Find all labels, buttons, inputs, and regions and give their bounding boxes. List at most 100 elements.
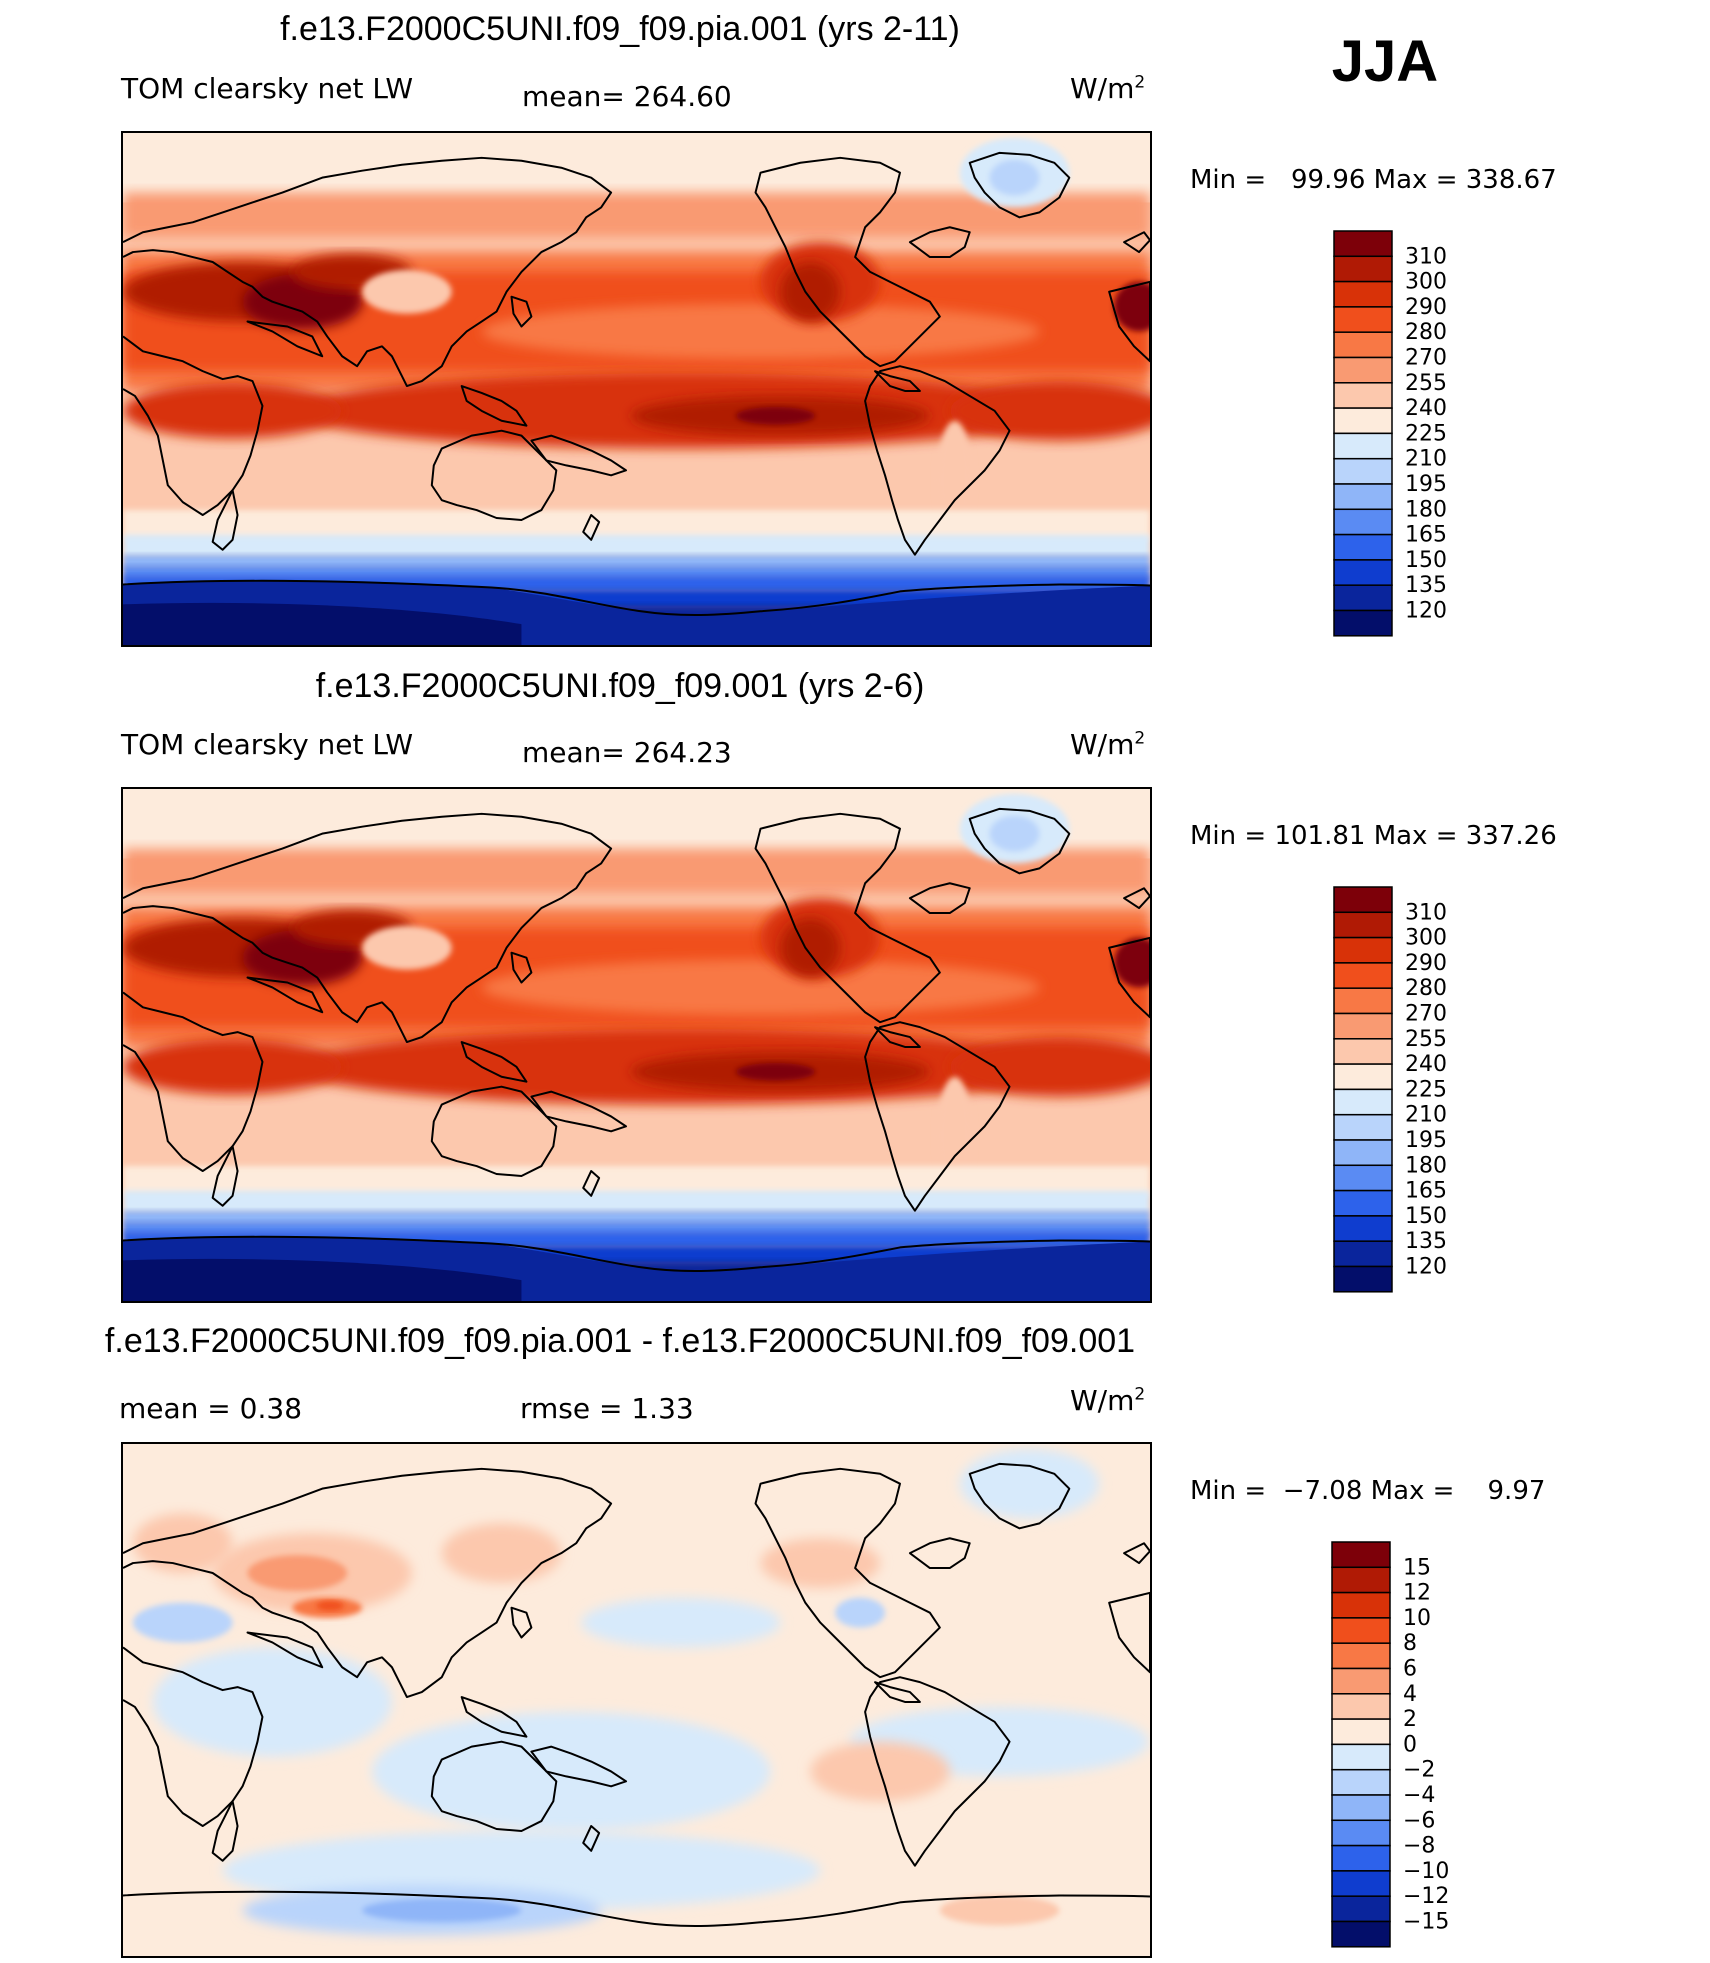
colorbar-swatch: [1333, 1113, 1393, 1141]
colorbar-tick-label: 150: [1405, 1204, 1447, 1229]
colorbar-tick-label: 6: [1403, 1657, 1417, 1682]
colorbar-swatch: [1333, 1215, 1393, 1242]
colorbar-swatch: [1333, 457, 1393, 485]
colorbar-tick-label: 255: [1405, 371, 1447, 396]
colorbar-swatch: [1331, 1895, 1391, 1923]
colorbar-swatch: [1333, 230, 1393, 258]
colorbar-swatch: [1333, 1012, 1393, 1040]
colorbar-tick-label: 210: [1405, 1103, 1447, 1128]
colorbar-swatch: [1333, 987, 1393, 1015]
colorbar-tick-label: 120: [1405, 599, 1447, 624]
panel-3-units: W/m2: [1070, 1384, 1146, 1417]
panel-3-min-max: Min = −7.08 Max = 9.97: [1190, 1476, 1546, 1506]
colorbar-swatch: [1331, 1718, 1391, 1746]
colorbar-tick-label: −12: [1403, 1884, 1449, 1909]
colorbar-swatch: [1331, 1743, 1391, 1771]
colorbar-swatch: [1333, 1189, 1393, 1217]
colorbar-tick-label: 300: [1405, 270, 1447, 295]
colorbar-tick-label: 270: [1405, 346, 1447, 371]
colorbar-tick-label: −15: [1403, 1910, 1449, 1935]
colorbar-tick-label: 280: [1405, 976, 1447, 1001]
panel-1-map: [121, 131, 1152, 647]
colorbar-swatch: [1331, 1667, 1391, 1695]
panel-2-colorbar: 310 300 290 280 270 255 240 225 210 195 180 165 150 1…: [1333, 886, 1493, 1295]
colorbar-swatch: [1331, 1844, 1391, 1872]
panel-2-map: [121, 787, 1152, 1303]
colorbar-tick-label: 0: [1403, 1732, 1417, 1757]
colorbar-tick-label: 4: [1403, 1682, 1417, 1707]
colorbar-swatch: [1333, 1139, 1393, 1167]
colorbar-tick-label: 225: [1405, 421, 1447, 446]
panel-3-title: f.e13.F2000C5UNI.f09_f09.pia.001 - f.e13…: [104, 1322, 1136, 1360]
colorbar-tick-label: 12: [1403, 1581, 1431, 1606]
colorbar-swatch: [1333, 1088, 1393, 1116]
colorbar-swatch: [1331, 1617, 1391, 1644]
colorbar-tick-label: 255: [1405, 1027, 1447, 1052]
panel-2-variable-label: TOM clearsky net LW: [121, 728, 414, 761]
colorbar-swatch: [1333, 331, 1393, 359]
colorbar-tick-label: 225: [1405, 1077, 1447, 1102]
colorbar-tick-label: 165: [1405, 1179, 1447, 1204]
panel-1-mean-label: mean= 264.60: [522, 80, 732, 113]
colorbar-tick-label: −6: [1403, 1808, 1435, 1833]
colorbar-tick-label: 15: [1403, 1555, 1431, 1580]
colorbar-tick-label: 270: [1405, 1002, 1447, 1027]
colorbar-swatch: [1333, 280, 1393, 308]
colorbar-swatch: [1331, 1566, 1391, 1594]
colorbar-swatch: [1333, 432, 1393, 460]
panel-1-min-max: Min = 99.96 Max = 338.67: [1190, 165, 1557, 195]
colorbar-tick-label: 290: [1405, 951, 1447, 976]
colorbar-tick-label: −2: [1403, 1758, 1435, 1783]
colorbar-tick-label: −10: [1403, 1859, 1449, 1884]
colorbar-swatch: [1331, 1920, 1391, 1948]
colorbar-swatch: [1333, 609, 1393, 637]
panel-3-map-svg: [123, 1444, 1150, 1956]
colorbar-tick-label: 150: [1405, 548, 1447, 573]
colorbar-tick-label: −4: [1403, 1783, 1435, 1808]
colorbar-swatch: [1333, 382, 1393, 409]
colorbar-swatch: [1333, 1038, 1393, 1065]
colorbar-swatch: [1333, 533, 1393, 561]
colorbar-tick-label: 180: [1405, 1153, 1447, 1178]
panel-1-units: W/m2: [1070, 72, 1146, 105]
panel-1-map-svg: [123, 133, 1150, 645]
colorbar-swatch: [1333, 306, 1393, 333]
panel-2-title: f.e13.F2000C5UNI.f09_f09.001 (yrs 2-6): [315, 667, 925, 705]
colorbar-swatch: [1333, 508, 1393, 536]
colorbar-swatch: [1333, 255, 1393, 283]
panel-3-colorbar: 15 12 10 8 6 4 2 0 −2 −4 −6 −8 −10 −12 −15: [1331, 1541, 1491, 1950]
colorbar-swatch: [1331, 1819, 1391, 1847]
colorbar-tick-label: 310: [1405, 900, 1447, 925]
panel-1-colorbar: 310 300 290 280 270 255 240 225 210 195 180 165 150 1…: [1333, 230, 1493, 639]
panel-3-mean-label: mean = 0.38: [119, 1392, 303, 1425]
panel-2-mean-label: mean= 264.23: [522, 736, 732, 769]
colorbar-tick-label: 290: [1405, 295, 1447, 320]
colorbar-tick-label: 135: [1405, 573, 1447, 598]
colorbar-tick-label: 10: [1403, 1606, 1431, 1631]
panel-3-rmse-label: rmse = 1.33: [520, 1392, 694, 1425]
colorbar-tick-label: 300: [1405, 926, 1447, 951]
colorbar-swatch: [1331, 1693, 1391, 1720]
panel-2-units: W/m2: [1070, 728, 1146, 761]
colorbar-swatch: [1331, 1768, 1391, 1796]
colorbar-swatch: [1333, 1063, 1393, 1091]
colorbar-tick-label: 195: [1405, 472, 1447, 497]
panel-3-map: [121, 1442, 1152, 1958]
colorbar-tick-label: 280: [1405, 320, 1447, 345]
colorbar-swatch: [1333, 559, 1393, 586]
colorbar-tick-label: 210: [1405, 447, 1447, 472]
colorbar-tick-label: 180: [1405, 497, 1447, 522]
panel-1-variable-label: TOM clearsky net LW: [121, 72, 414, 105]
colorbar-swatch: [1333, 1164, 1393, 1192]
season-label: JJA: [1331, 29, 1439, 94]
colorbar-tick-label: 135: [1405, 1229, 1447, 1254]
colorbar-swatch: [1331, 1870, 1391, 1897]
colorbar-swatch: [1333, 483, 1393, 511]
panel-2-map-svg: [123, 789, 1150, 1301]
colorbar-swatch: [1331, 1794, 1391, 1822]
colorbar-swatch: [1333, 962, 1393, 989]
colorbar-swatch: [1333, 936, 1393, 964]
panel-1-title: f.e13.F2000C5UNI.f09_f09.pia.001 (yrs 2-…: [280, 10, 960, 48]
colorbar-tick-label: 240: [1405, 1052, 1447, 1077]
